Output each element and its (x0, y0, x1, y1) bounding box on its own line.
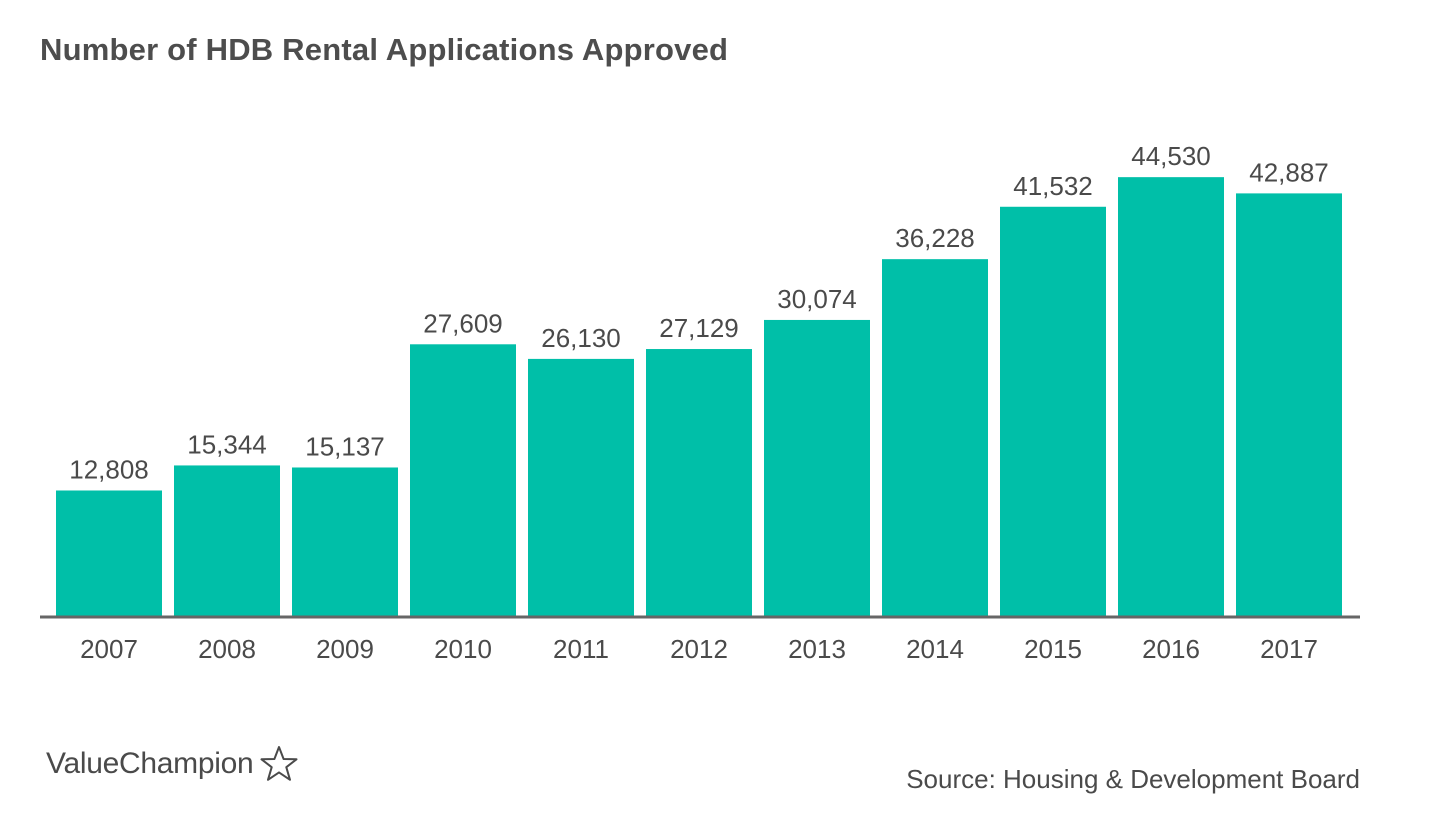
value-label-2007: 12,808 (69, 454, 149, 484)
x-tick-2011: 2011 (553, 634, 609, 664)
x-tick-2008: 2008 (198, 634, 256, 664)
x-tick-2009: 2009 (316, 634, 374, 664)
x-tick-2013: 2013 (788, 634, 846, 664)
brand-logo: ValueChampion (46, 744, 299, 784)
bar-2014 (882, 259, 988, 617)
value-label-2009: 15,137 (305, 431, 385, 461)
bar-series (56, 177, 1342, 617)
bar-2015 (1000, 206, 1106, 617)
bar-2016 (1118, 177, 1224, 617)
bar-2012 (646, 349, 752, 617)
x-axis-tick-labels: 2007 2008 2009 2010 2011 2012 2013 2014 2015 2016… (80, 634, 1318, 664)
x-tick-2016: 2016 (1142, 634, 1200, 664)
value-label-2016: 44,530 (1131, 141, 1211, 171)
bar-2009 (292, 467, 398, 617)
value-label-2008: 15,344 (187, 429, 267, 459)
value-label-2012: 27,129 (659, 313, 739, 343)
value-labels: 12,808 15,344 15,137 27,609 26,130 27,129 30,0… (69, 141, 1329, 484)
bar-2010 (410, 344, 516, 617)
bar-2017 (1236, 193, 1342, 617)
value-label-2017: 42,887 (1249, 157, 1329, 187)
value-label-2015: 41,532 (1013, 171, 1093, 201)
bar-2013 (764, 319, 870, 617)
value-label-2014: 36,228 (895, 223, 975, 253)
value-label-2011: 26,130 (541, 323, 621, 353)
source-note: Source: Housing & Development Board (906, 764, 1360, 794)
brand-name: ValueChampion (46, 747, 254, 780)
x-tick-2014: 2014 (906, 634, 964, 664)
bar-2008 (174, 465, 280, 617)
value-label-2010: 27,609 (423, 308, 503, 338)
x-tick-2017: 2017 (1260, 634, 1318, 664)
x-tick-2012: 2012 (670, 634, 728, 664)
bar-2011 (528, 358, 634, 617)
chart-title: Number of HDB Rental Applications Approv… (40, 32, 729, 67)
value-label-2013: 30,074 (777, 284, 857, 314)
star-outline-icon (260, 746, 298, 781)
x-tick-2015: 2015 (1024, 634, 1082, 664)
x-tick-2010: 2010 (434, 634, 492, 664)
bar-2007 (56, 490, 162, 617)
x-tick-2007: 2007 (80, 634, 138, 664)
